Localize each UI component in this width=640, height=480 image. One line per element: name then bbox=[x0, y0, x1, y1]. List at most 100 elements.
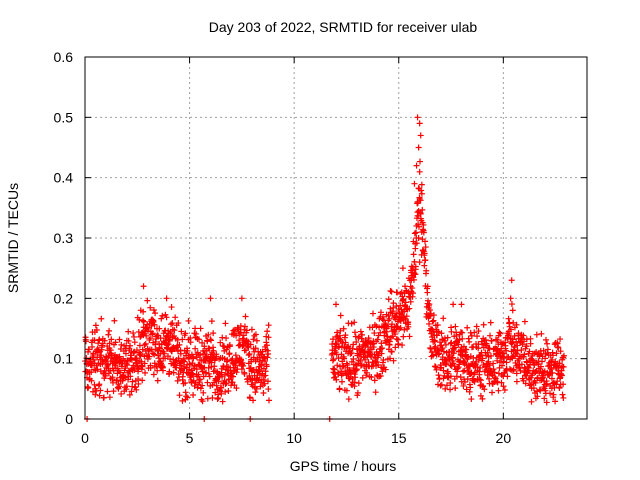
data-point bbox=[532, 379, 539, 386]
data-point bbox=[225, 387, 232, 394]
data-point bbox=[222, 380, 229, 387]
data-point bbox=[375, 352, 382, 359]
data-point bbox=[339, 363, 346, 370]
data-point bbox=[510, 319, 517, 326]
data-point bbox=[406, 333, 413, 340]
data-point bbox=[137, 333, 144, 340]
data-point bbox=[443, 358, 450, 365]
data-point bbox=[230, 373, 237, 380]
data-point bbox=[538, 330, 545, 337]
data-point bbox=[261, 380, 268, 387]
data-point bbox=[173, 364, 180, 371]
data-point bbox=[176, 341, 183, 348]
data-point bbox=[453, 373, 460, 380]
data-point bbox=[245, 352, 252, 359]
data-point bbox=[379, 368, 386, 375]
data-point bbox=[241, 323, 248, 330]
data-point bbox=[199, 398, 206, 405]
data-point bbox=[342, 339, 349, 346]
axis-ticks: 0 5 10 15 20 0 0.1 0.2 0.3 0.4 0.5 0.6 bbox=[54, 49, 587, 446]
data-point bbox=[253, 385, 260, 392]
data-point bbox=[226, 343, 233, 350]
data-point bbox=[464, 324, 471, 331]
data-point bbox=[359, 374, 366, 381]
chart-title: Day 203 of 2022, SRMTID for receiver ula… bbox=[209, 19, 478, 35]
data-point bbox=[386, 315, 393, 322]
data-point bbox=[477, 364, 484, 371]
data-point bbox=[463, 386, 470, 393]
data-point bbox=[413, 240, 420, 247]
data-point bbox=[460, 357, 467, 364]
data-point bbox=[261, 358, 268, 365]
data-point bbox=[444, 368, 451, 375]
data-point bbox=[374, 336, 381, 343]
data-point bbox=[110, 388, 117, 395]
data-point bbox=[223, 380, 230, 387]
data-point bbox=[410, 251, 417, 258]
data-point bbox=[239, 335, 246, 342]
data-point bbox=[170, 369, 177, 376]
data-point bbox=[351, 329, 358, 336]
data-point bbox=[252, 345, 259, 352]
data-point bbox=[96, 392, 103, 399]
data-point bbox=[82, 338, 89, 345]
data-point bbox=[433, 366, 440, 373]
data-point bbox=[176, 392, 183, 399]
data-point bbox=[136, 316, 143, 323]
data-point bbox=[215, 378, 222, 385]
data-point bbox=[109, 374, 116, 381]
x-tick-label: 10 bbox=[286, 430, 302, 446]
data-point bbox=[440, 367, 447, 374]
data-point bbox=[560, 352, 567, 359]
data-point bbox=[204, 395, 211, 402]
data-point bbox=[204, 379, 211, 386]
data-point bbox=[518, 361, 525, 368]
data-point bbox=[151, 351, 158, 358]
data-point bbox=[548, 375, 555, 382]
data-point bbox=[351, 319, 358, 326]
data-point bbox=[532, 369, 539, 376]
data-point bbox=[399, 342, 406, 349]
data-point bbox=[490, 360, 497, 367]
data-point bbox=[152, 310, 159, 317]
data-point bbox=[466, 388, 473, 395]
data-point bbox=[336, 385, 343, 392]
data-point bbox=[98, 352, 105, 359]
data-point bbox=[549, 352, 556, 359]
data-point bbox=[545, 363, 552, 370]
y-axis-label: SRMTID / TECUs bbox=[5, 183, 21, 293]
data-point bbox=[385, 312, 392, 319]
data-point bbox=[539, 358, 546, 365]
data-point bbox=[379, 313, 386, 320]
data-point bbox=[455, 341, 462, 348]
data-point bbox=[507, 326, 514, 333]
data-point bbox=[461, 378, 468, 385]
data-point bbox=[523, 343, 530, 350]
data-point bbox=[502, 342, 509, 349]
data-point bbox=[382, 366, 389, 373]
data-point bbox=[263, 342, 270, 349]
data-point bbox=[475, 328, 482, 335]
data-point bbox=[457, 358, 464, 365]
data-point bbox=[172, 314, 179, 321]
data-point bbox=[520, 332, 527, 339]
data-point bbox=[439, 345, 446, 352]
data-point bbox=[416, 259, 423, 266]
data-point bbox=[473, 323, 480, 330]
data-point bbox=[521, 351, 528, 358]
data-point bbox=[466, 338, 473, 345]
data-point bbox=[528, 398, 535, 405]
data-point bbox=[481, 386, 488, 393]
data-point bbox=[543, 380, 550, 387]
data-point bbox=[237, 329, 244, 336]
data-point bbox=[414, 114, 421, 121]
data-point bbox=[208, 337, 215, 344]
data-point bbox=[459, 329, 466, 336]
data-point bbox=[494, 337, 501, 344]
data-point bbox=[490, 366, 497, 373]
data-point bbox=[527, 340, 534, 347]
data-point bbox=[92, 322, 99, 329]
data-point bbox=[260, 389, 267, 396]
data-point bbox=[187, 339, 194, 346]
